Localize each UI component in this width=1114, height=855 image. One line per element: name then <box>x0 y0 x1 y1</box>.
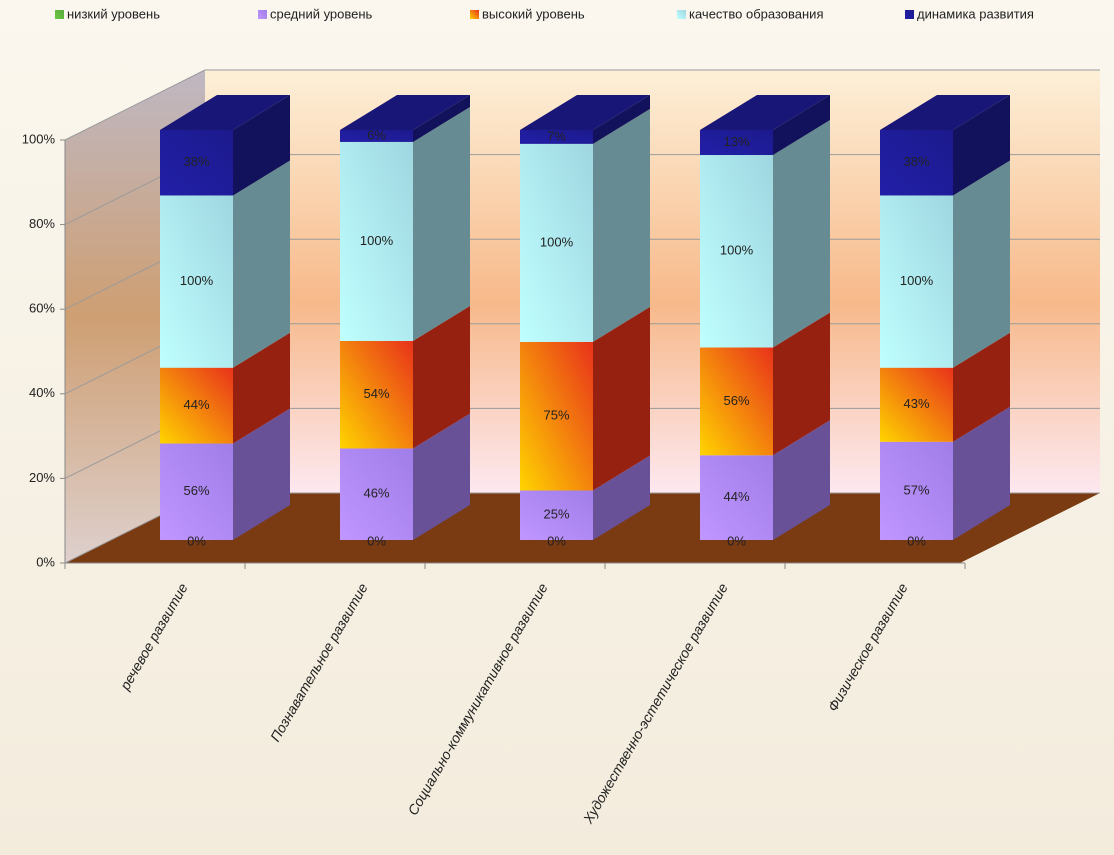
bar-side <box>593 455 650 540</box>
bar <box>700 455 773 540</box>
grid-line <box>64 69 206 141</box>
bar <box>160 195 233 368</box>
bar-side <box>773 120 830 348</box>
bar-side <box>233 332 290 444</box>
bar-side <box>413 95 470 142</box>
bar <box>520 143 593 342</box>
bar-top <box>880 95 1010 130</box>
legend-label: высокий уровень <box>482 6 585 21</box>
data-label: 75% <box>543 408 569 423</box>
data-label: 0% <box>727 533 746 548</box>
bar-stack <box>880 95 1010 540</box>
data-label: 57% <box>903 482 929 497</box>
legend-label: динамика развития <box>917 6 1034 21</box>
bar <box>880 195 953 368</box>
bar-side <box>593 306 650 491</box>
bar <box>700 130 773 156</box>
data-label: 100% <box>180 273 214 288</box>
bar <box>880 441 953 540</box>
legend-swatch <box>905 10 914 19</box>
bar <box>340 340 413 449</box>
data-label: 100% <box>540 234 574 249</box>
data-label: 44% <box>183 397 209 412</box>
bar-side <box>773 420 830 540</box>
bar <box>880 367 953 442</box>
legend-swatch <box>258 10 267 19</box>
bar-top <box>340 95 470 130</box>
bar-top <box>520 95 650 130</box>
data-label: 56% <box>723 393 749 408</box>
bar <box>340 130 413 142</box>
legend-label: средний уровень <box>270 6 373 21</box>
bar-top <box>700 95 830 130</box>
bar <box>700 347 773 456</box>
data-label: 0% <box>547 533 566 548</box>
y-tick-label: 80% <box>29 216 55 231</box>
bar-side <box>953 332 1010 442</box>
bar-side <box>953 95 1010 196</box>
y-tick-label: 20% <box>29 470 55 485</box>
bar <box>160 367 233 444</box>
bar <box>880 130 953 196</box>
y-tick-label: 0% <box>36 554 55 569</box>
data-label: 13% <box>723 134 749 149</box>
data-label: 0% <box>907 533 926 548</box>
bar-side <box>233 95 290 196</box>
data-label: 56% <box>183 483 209 498</box>
data-label: 100% <box>720 243 754 258</box>
bar <box>520 341 593 491</box>
y-tick-label: 60% <box>29 301 55 316</box>
bar-side <box>233 408 290 540</box>
y-tick-label: 40% <box>29 385 55 400</box>
bar-side <box>593 95 650 144</box>
data-label: 54% <box>363 386 389 401</box>
data-label: 0% <box>367 533 386 548</box>
bar-side <box>773 95 830 156</box>
legend-swatch <box>55 10 64 19</box>
bar-stack <box>340 95 470 540</box>
bar <box>160 443 233 540</box>
bar <box>520 490 593 540</box>
bar-side <box>773 312 830 456</box>
legend-label: низкий уровень <box>67 6 160 21</box>
bar-side <box>413 413 470 540</box>
bar <box>520 130 593 144</box>
bar-stack <box>160 95 290 540</box>
data-label: 6% <box>367 127 386 142</box>
bar-side <box>953 160 1010 368</box>
legend-label: качество образования <box>689 6 823 21</box>
bar-side <box>593 108 650 342</box>
data-label: 44% <box>723 489 749 504</box>
data-label: 25% <box>543 507 569 522</box>
bar-side <box>233 160 290 368</box>
bar-stack <box>520 95 650 540</box>
bar-side <box>413 305 470 449</box>
bar <box>700 155 773 348</box>
bar-side <box>953 406 1010 540</box>
bar-top <box>160 95 290 130</box>
y-tick-label: 100% <box>22 131 56 146</box>
bar <box>340 141 413 341</box>
data-label: 100% <box>360 233 394 248</box>
bar <box>160 130 233 196</box>
data-label: 100% <box>900 273 934 288</box>
bar <box>340 448 413 540</box>
data-label: 38% <box>183 154 209 169</box>
legend-swatch <box>470 10 479 19</box>
legend-swatch <box>677 10 686 19</box>
bar-stack <box>700 95 830 540</box>
data-label: 43% <box>903 396 929 411</box>
data-label: 46% <box>363 486 389 501</box>
data-label: 7% <box>547 128 566 143</box>
data-label: 0% <box>187 533 206 548</box>
bar-side <box>413 106 470 341</box>
data-label: 38% <box>903 154 929 169</box>
